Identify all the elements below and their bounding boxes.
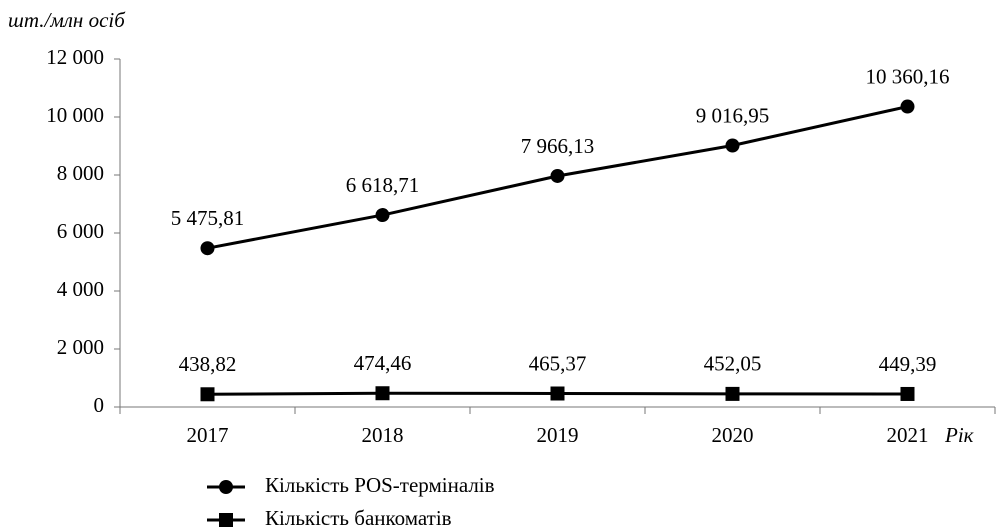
data-label: 10 360,16 — [866, 64, 950, 88]
y-tick-label: 6 000 — [57, 219, 104, 243]
point — [725, 138, 740, 153]
point — [200, 241, 215, 256]
y-tick-label: 4 000 — [57, 277, 104, 301]
x-tick-label: 2020 — [712, 423, 754, 447]
data-label: 474,46 — [354, 351, 412, 375]
legend-label: Кількість банкоматів — [265, 506, 452, 530]
legend-label: Кількість POS-терміналів — [265, 473, 495, 497]
legend-marker — [219, 513, 233, 527]
point — [375, 386, 390, 401]
point — [725, 386, 740, 401]
data-label: 6 618,71 — [346, 173, 420, 197]
data-label: 9 016,95 — [696, 103, 770, 127]
y-tick-label: 12 000 — [46, 45, 104, 69]
x-tick-label: 2017 — [187, 423, 229, 447]
data-label: 5 475,81 — [171, 206, 245, 230]
point — [375, 208, 390, 223]
x-tick-label: 2018 — [362, 423, 404, 447]
point — [550, 386, 565, 401]
y-tick-label: 10 000 — [46, 103, 104, 127]
data-label: 465,37 — [529, 351, 587, 375]
data-label: 449,39 — [879, 352, 937, 376]
data-label: 7 966,13 — [521, 134, 595, 158]
point — [900, 99, 915, 114]
y-tick-label: 2 000 — [57, 335, 104, 359]
data-label: 438,82 — [179, 352, 237, 376]
point — [900, 386, 915, 401]
y-axis-label: шт./млн осіб — [8, 8, 126, 32]
point — [200, 387, 215, 402]
x-tick-label: 2021 — [887, 423, 929, 447]
point — [550, 168, 565, 183]
y-tick-label: 8 000 — [57, 161, 104, 185]
y-tick-label: 0 — [94, 393, 105, 417]
x-tick-label: 2019 — [537, 423, 579, 447]
data-label: 452,05 — [704, 352, 762, 376]
legend-marker — [219, 480, 233, 494]
x-axis-label: Рік — [944, 423, 974, 447]
